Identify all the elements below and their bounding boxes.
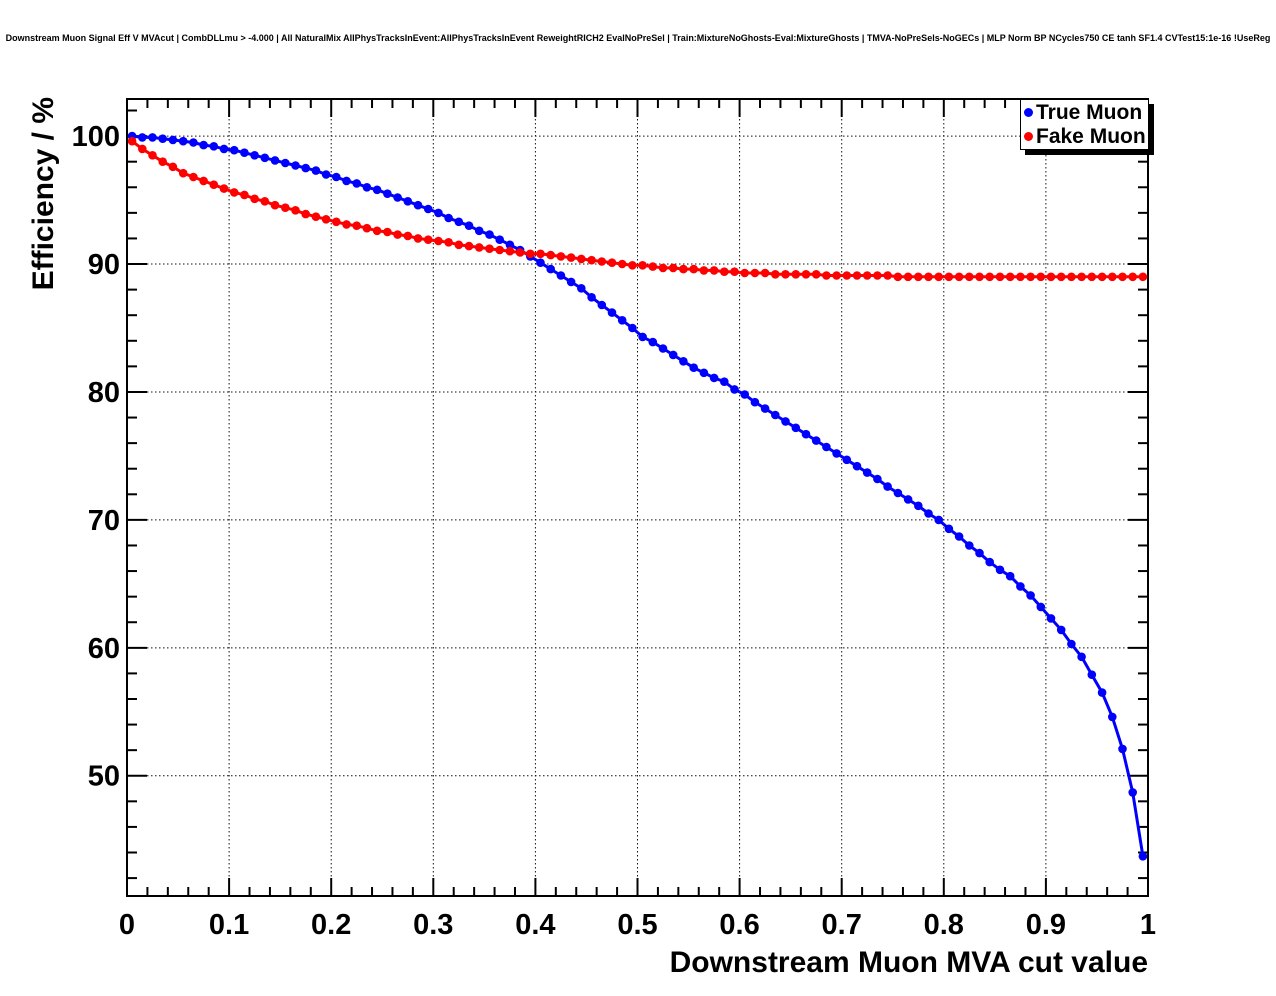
svg-text:80: 80 [88, 377, 120, 409]
svg-text:0.1: 0.1 [209, 909, 249, 941]
svg-text:90: 90 [88, 249, 120, 281]
plot-title: Downstream Muon Signal Eff V MVAcut | Co… [5, 33, 1271, 43]
svg-text:0.7: 0.7 [822, 909, 862, 941]
svg-text:70: 70 [88, 505, 120, 537]
legend-label: True Muon [1036, 100, 1143, 124]
fake-muon-series [127, 136, 1148, 282]
svg-text:0.8: 0.8 [924, 909, 964, 941]
svg-text:0.2: 0.2 [311, 909, 351, 941]
svg-text:0.5: 0.5 [617, 909, 657, 941]
svg-text:0.3: 0.3 [413, 909, 453, 941]
svg-text:0: 0 [119, 909, 135, 941]
true-muon-marker-icon [1024, 107, 1033, 117]
fake-muon-marker-icon [1024, 132, 1033, 142]
legend-label: Fake Muon [1036, 125, 1146, 149]
svg-text:0.4: 0.4 [515, 909, 555, 941]
svg-text:0.9: 0.9 [1026, 909, 1066, 941]
svg-text:50: 50 [88, 761, 120, 793]
y-axis-title: Efficiency / % [27, 97, 60, 291]
svg-text:1: 1 [1140, 909, 1156, 941]
svg-text:100: 100 [72, 121, 120, 153]
x-axis-title: Downstream Muon MVA cut value [669, 946, 1148, 979]
svg-text:60: 60 [88, 633, 120, 665]
true-muon-series [127, 131, 1148, 861]
legend: True Muon Fake Muon [1020, 99, 1149, 150]
legend-item: Fake Muon [1021, 125, 1148, 150]
legend-item: True Muon [1021, 100, 1148, 125]
svg-text:0.6: 0.6 [719, 909, 759, 941]
